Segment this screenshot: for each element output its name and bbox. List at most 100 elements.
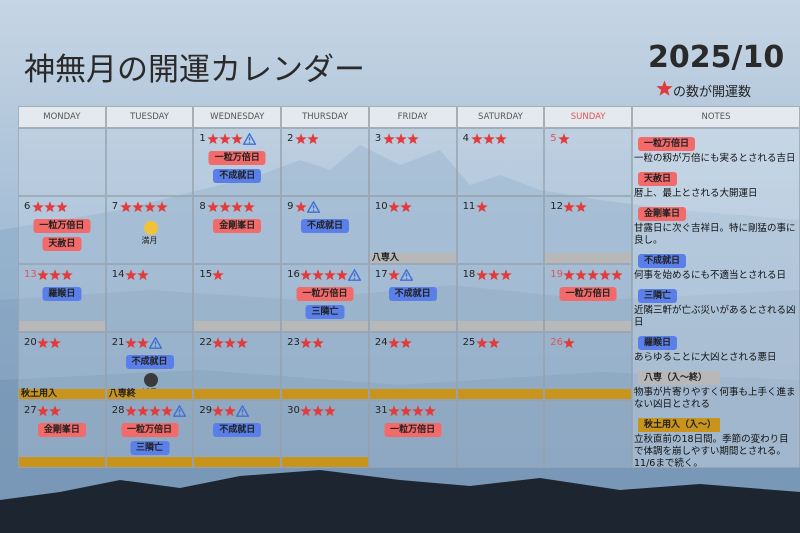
- star: [324, 269, 336, 281]
- star: [388, 269, 400, 281]
- badge: 一粒万倍日: [384, 423, 442, 437]
- day-cell: 24: [368, 332, 457, 400]
- star: [212, 269, 225, 281]
- day-cell: 2: [281, 128, 369, 196]
- moon: [143, 373, 158, 387]
- star: [407, 133, 419, 145]
- star-rating: [563, 201, 587, 213]
- day-cell: 31 一粒万倍日: [368, 400, 457, 468]
- date: 10: [374, 201, 388, 212]
- star: [295, 201, 307, 213]
- star-rating: [563, 337, 575, 349]
- note-text: 甘露日に次ぐ吉祥日。特に剛猛の事に良し。: [634, 223, 796, 246]
- star: [575, 201, 587, 213]
- period-bar: [545, 389, 631, 399]
- star: [487, 337, 500, 349]
- star: [388, 337, 400, 349]
- warning-icon: [148, 337, 162, 349]
- star: [207, 201, 220, 213]
- star: [207, 133, 220, 145]
- star: [136, 269, 149, 281]
- star: [224, 405, 237, 417]
- period-bar: 八専入: [369, 253, 456, 263]
- badge: 一粒万倍日: [121, 423, 179, 437]
- day-cell: 10 八専入: [368, 196, 457, 264]
- star: [388, 405, 400, 417]
- star: [49, 337, 61, 349]
- date: 27: [24, 405, 37, 416]
- weekday-header: FRIDAY: [368, 106, 457, 128]
- note-tag: 秋土用入（入～）: [638, 418, 720, 432]
- note-text: あらゆることに大凶とされる悪日: [634, 352, 777, 363]
- star: [475, 269, 488, 281]
- star: [558, 133, 570, 145]
- moon-label: 満月: [141, 236, 158, 245]
- period-bar: [194, 457, 281, 467]
- date: 30: [287, 405, 300, 416]
- date: 7: [111, 201, 119, 212]
- star: [475, 337, 488, 349]
- star: [295, 133, 307, 145]
- note-tag: 金剛峯日: [638, 207, 687, 221]
- day-cell: 19 一粒万倍日: [544, 264, 632, 332]
- date: 21: [111, 337, 125, 348]
- star: [563, 337, 575, 349]
- star-rating: [300, 337, 324, 349]
- star: [575, 269, 587, 281]
- date: 26: [550, 337, 564, 348]
- star: [131, 201, 144, 213]
- day-cell: 1 一粒万倍日 不成就日: [193, 128, 282, 196]
- star-rating: [470, 133, 507, 145]
- legend: の数が開運数: [656, 80, 751, 101]
- date: 19: [550, 269, 564, 280]
- star: [56, 201, 68, 213]
- star-rating: [37, 405, 61, 417]
- note-tag: 八専（入～終）: [638, 371, 720, 385]
- date: 16: [287, 269, 300, 280]
- day-cell: 12: [544, 196, 632, 264]
- period-bar: [19, 457, 105, 467]
- day-cell: 26: [544, 332, 632, 400]
- star-rating: [212, 269, 225, 281]
- period-label: 八専入: [371, 253, 399, 263]
- day-cell: 11: [456, 196, 545, 264]
- period-bar: [545, 321, 631, 331]
- empty-cell: [105, 128, 194, 196]
- note: 一粒万倍日 一粒の籾が万倍にも実るとされる吉日: [632, 131, 800, 165]
- day-cell: 8 金剛峯日: [193, 196, 282, 264]
- star: [49, 269, 61, 281]
- period-label: 秋土用入: [21, 389, 58, 399]
- badge: 金剛峯日: [37, 423, 86, 437]
- star: [599, 269, 611, 281]
- star-rating: [300, 405, 336, 417]
- star: [231, 133, 244, 145]
- star: [656, 80, 673, 96]
- star: [160, 405, 173, 417]
- date: 25: [462, 337, 476, 348]
- star-rating: [300, 269, 362, 281]
- period-bar: [194, 321, 281, 331]
- note: 不成就日 何事を始めるにも不適当とされる日: [632, 248, 800, 282]
- day-cell: 7 満月: [105, 196, 194, 264]
- star-rating: [37, 269, 73, 281]
- weekday-header: THURSDAY: [281, 106, 369, 128]
- star-rating: [383, 133, 419, 145]
- date: 24: [374, 337, 388, 348]
- legend-text: の数が開運数: [673, 85, 752, 100]
- star: [124, 405, 137, 417]
- badge: 三隣亡: [130, 441, 170, 455]
- star: [124, 337, 137, 349]
- badge: 不成就日: [213, 169, 262, 183]
- star: [499, 269, 512, 281]
- period-label: 八専終: [108, 389, 136, 399]
- star-rating: [475, 201, 488, 213]
- star: [148, 405, 161, 417]
- date: 3: [374, 133, 382, 144]
- star: [61, 269, 73, 281]
- star-rating: [295, 201, 321, 213]
- star: [324, 405, 336, 417]
- star: [231, 201, 244, 213]
- day-cell: 5: [544, 128, 632, 196]
- star-rating: [119, 201, 168, 213]
- star: [119, 201, 132, 213]
